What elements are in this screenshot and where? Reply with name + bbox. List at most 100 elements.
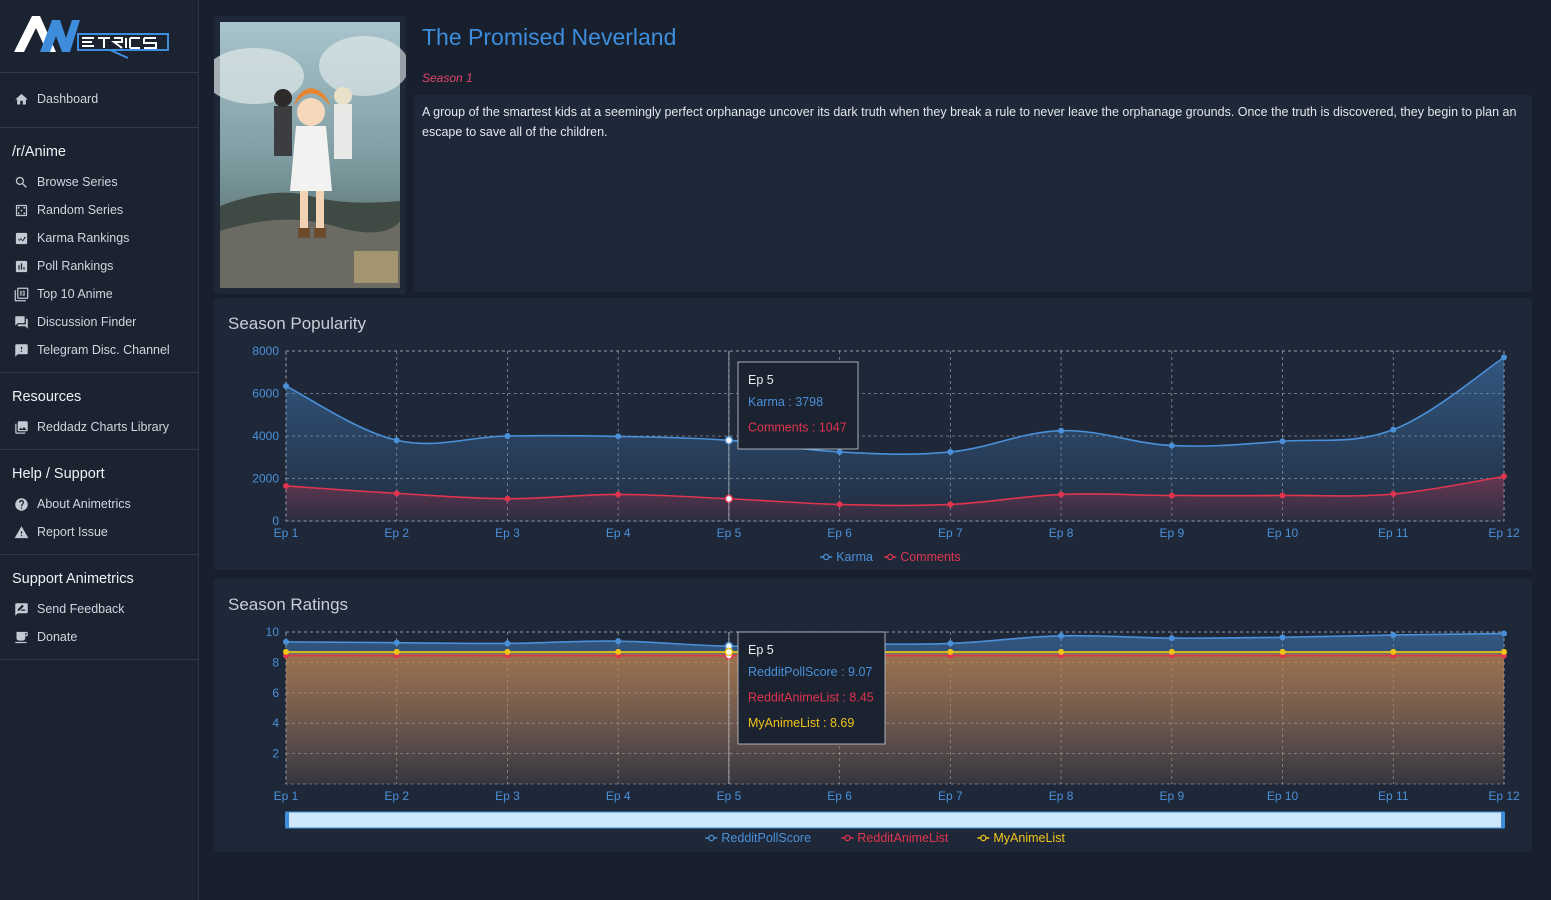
data-point xyxy=(504,495,511,502)
sidebar-item-label: Donate xyxy=(37,630,78,644)
image-icon xyxy=(12,419,30,435)
nav-section-title: Support Animetrics xyxy=(12,571,134,587)
sidebar-item-label: Reddadz Charts Library xyxy=(37,420,170,434)
sidebar-item-poll-rankings[interactable]: Poll Rankings xyxy=(0,252,198,280)
data-point xyxy=(1168,648,1175,655)
tooltip-line: Comments : 1047 xyxy=(748,421,847,435)
y-tick-label: 8 xyxy=(272,655,279,669)
nav-section-title: /r/Anime xyxy=(12,144,66,160)
legend-marker xyxy=(980,834,987,842)
season-popularity-panel: Season Popularity 0 2000 4000 6000 8000 Ep 1 E… xyxy=(214,298,1532,570)
series-info: The Promised Neverland Season 1 A group … xyxy=(414,16,1532,292)
legend-item-redditpollscore: RedditPollScore xyxy=(705,831,811,845)
legend-label: RedditPollScore xyxy=(721,831,811,845)
data-point xyxy=(1058,427,1065,434)
nav-section-title: Resources xyxy=(12,389,82,405)
x-tick-label: Ep 2 xyxy=(384,526,409,540)
sidebar-item-random-series[interactable]: Random Series xyxy=(0,196,198,224)
data-point xyxy=(1279,648,1286,655)
data-point xyxy=(1168,635,1175,642)
search-icon xyxy=(12,174,30,190)
x-tick-label: Ep 3 xyxy=(495,789,520,803)
chat-icon xyxy=(12,314,30,330)
data-point xyxy=(947,501,954,508)
data-point xyxy=(504,648,511,655)
tooltip-line: Karma : 3798 xyxy=(748,395,823,409)
legend-marker xyxy=(844,834,851,842)
x-tick-label: Ep 7 xyxy=(938,526,963,540)
data-point xyxy=(393,490,400,497)
data-point xyxy=(1501,630,1507,637)
poster-illustration xyxy=(204,22,409,288)
data-point xyxy=(1058,632,1065,639)
sidebar-item-label: About Animetrics xyxy=(37,497,131,511)
x-tick-label: Ep 4 xyxy=(606,789,631,803)
data-point xyxy=(1501,473,1507,480)
tooltip-line: RedditPollScore : 9.07 xyxy=(748,665,872,679)
sidebar-item-discussion-finder[interactable]: Discussion Finder xyxy=(0,308,198,336)
data-point xyxy=(283,383,289,390)
x-tick-label: Ep 11 xyxy=(1378,526,1409,540)
legend-item-karma: Karma xyxy=(820,550,873,564)
series-description: A group of the smartest kids at a seemin… xyxy=(414,95,1532,292)
sidebar-item-browse-series[interactable]: Browse Series xyxy=(0,168,198,196)
series-line-karma xyxy=(285,356,1505,455)
data-point xyxy=(1279,634,1286,641)
warning-icon xyxy=(12,524,30,540)
data-point xyxy=(1390,632,1397,639)
data-point xyxy=(1058,648,1065,655)
bar-chart-icon xyxy=(12,258,30,274)
series-title: The Promised Neverland xyxy=(422,24,677,50)
y-tick-label: 10 xyxy=(266,625,280,639)
chart-tooltip: Ep 5 RedditPollScore : 9.07 RedditAnimeLis… xyxy=(737,631,886,745)
legend-marker xyxy=(886,553,894,561)
x-tick-label: Ep 9 xyxy=(1159,526,1184,540)
season-ratings-chart[interactable]: 2 4 6 8 10 Ep 1 Ep 2 Ep 3 Ep 4 Ep 5 Ep 6 Ep 7 Ep 8 Ep… xyxy=(214,579,1532,852)
sidebar-item-karma-rankings[interactable]: Karma Rankings xyxy=(0,224,198,252)
help-icon xyxy=(12,496,30,512)
sidebar-item-label: Top 10 Anime xyxy=(37,287,113,301)
sidebar-item-about[interactable]: About Animetrics xyxy=(0,490,198,518)
x-tick-label: Ep 1 xyxy=(274,789,299,803)
data-point xyxy=(1168,492,1175,499)
sidebar-item-donate[interactable]: Donate xyxy=(0,623,198,651)
sidebar-item-label: Dashboard xyxy=(37,92,99,106)
x-tick-label: Ep 12 xyxy=(1488,526,1520,540)
sidebar-item-report-issue[interactable]: Report Issue xyxy=(0,518,198,546)
nav-section-support-animetrics: Support Animetrics Send Feedback Donate xyxy=(0,555,198,660)
edit-feedback-icon xyxy=(12,601,30,617)
zoom-slider-track xyxy=(285,811,1505,829)
sidebar-item-label: Poll Rankings xyxy=(37,259,114,273)
x-tick-label: Ep 10 xyxy=(1267,526,1299,540)
nav-section-help-support: Help / Support About Animetrics Report I… xyxy=(0,450,198,555)
x-tick-label: Ep 7 xyxy=(938,789,963,803)
zoom-slider[interactable] xyxy=(285,811,1505,829)
data-point xyxy=(615,491,622,498)
nav-section-title: Help / Support xyxy=(12,466,105,482)
x-tick-label: Ep 11 xyxy=(1378,789,1409,803)
app-logo[interactable] xyxy=(0,0,198,73)
y-tick-label: 6 xyxy=(272,686,279,700)
x-tick-label: Ep 6 xyxy=(827,526,852,540)
y-tick-label: 4000 xyxy=(252,429,279,443)
sidebar-item-label: Report Issue xyxy=(37,525,108,539)
season-ratings-panel: Season Ratings 2 4 6 8 10 Ep 1 Ep 2 Ep 3 Ep 4 Ep … xyxy=(214,579,1532,852)
zoom-handle-left xyxy=(285,812,289,828)
sidebar-item-send-feedback[interactable]: Send Feedback xyxy=(0,595,198,623)
ranking-icon xyxy=(12,230,30,246)
sidebar-item-top-10-anime[interactable]: Top 10 Anime xyxy=(0,280,198,308)
sidebar-item-telegram-channel[interactable]: Telegram Disc. Channel xyxy=(0,336,198,364)
data-point xyxy=(615,433,622,440)
data-point xyxy=(283,638,289,645)
sidebar-item-charts-library[interactable]: Reddadz Charts Library xyxy=(0,413,198,441)
data-point xyxy=(1390,491,1397,498)
x-tick-label: Ep 8 xyxy=(1049,789,1074,803)
tooltip-line: RedditAnimeList : 8.45 xyxy=(748,691,874,705)
data-point xyxy=(1058,491,1065,498)
tooltip-line: MyAnimeList : 8.69 xyxy=(748,716,854,730)
x-tick-label: Ep 2 xyxy=(384,789,409,803)
sidebar-item-dashboard[interactable]: Dashboard xyxy=(0,85,198,113)
data-point xyxy=(1279,438,1286,445)
season-label: Season 1 xyxy=(422,71,473,85)
